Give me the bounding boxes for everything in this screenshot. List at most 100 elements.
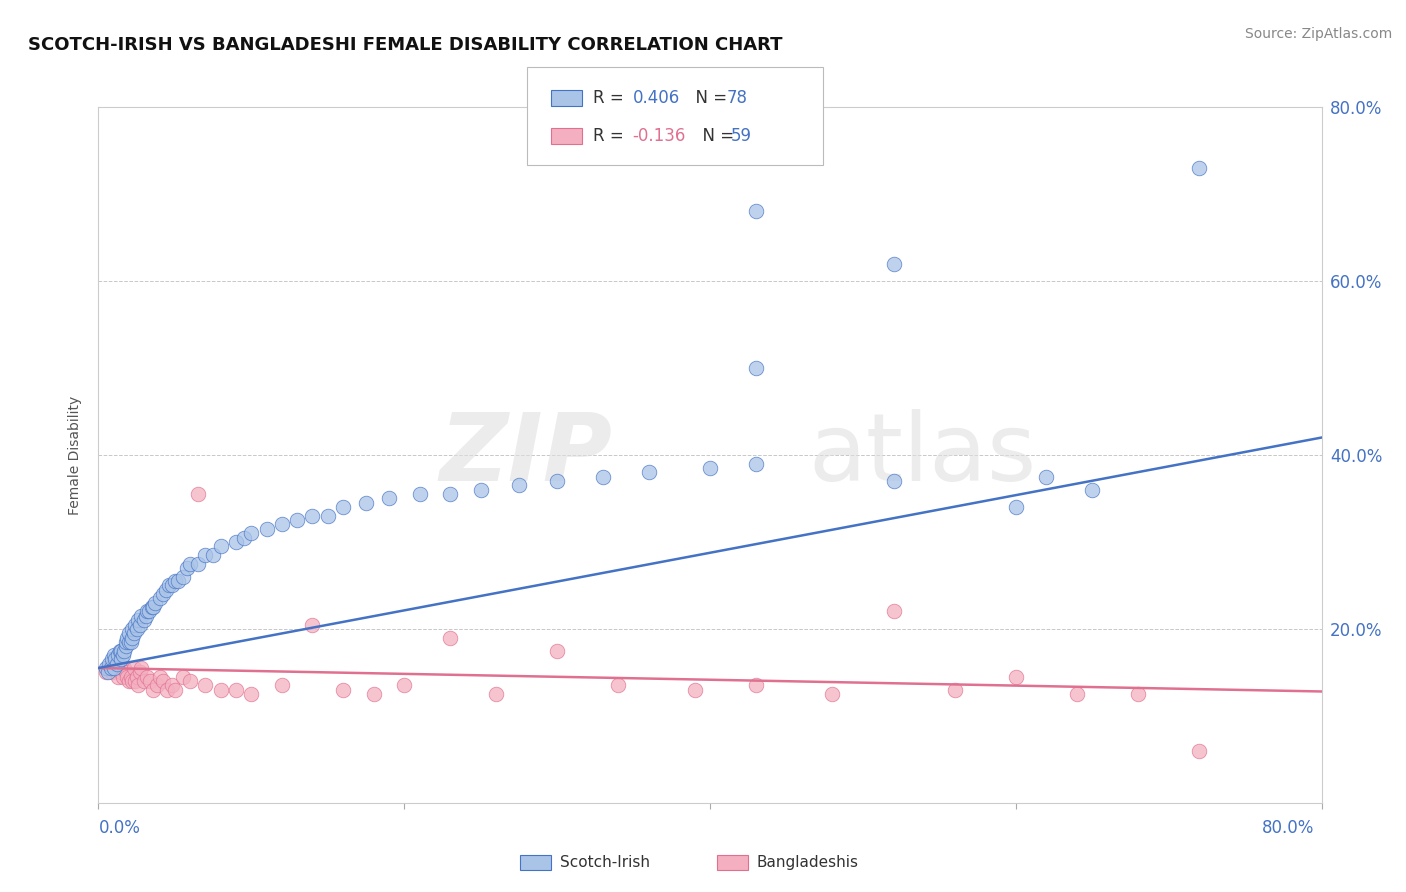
Point — [157, 578, 180, 592]
Point — [270, 517, 292, 532]
Point — [1188, 744, 1211, 758]
Point — [392, 678, 416, 692]
Point — [179, 674, 201, 689]
Point — [883, 605, 905, 619]
Text: 80.0%: 80.0% — [1263, 819, 1315, 837]
Point — [124, 617, 146, 632]
Point — [301, 617, 323, 632]
Point — [745, 204, 768, 219]
Text: 0.0%: 0.0% — [98, 819, 141, 837]
Point — [110, 643, 132, 657]
Point — [546, 474, 568, 488]
Point — [136, 605, 159, 619]
Point — [111, 648, 134, 662]
Point — [124, 674, 146, 689]
Point — [127, 678, 149, 692]
Point — [98, 657, 121, 671]
Point — [128, 665, 150, 680]
Point — [134, 674, 156, 689]
Point — [363, 687, 385, 701]
Point — [256, 522, 278, 536]
Point — [143, 596, 166, 610]
Point — [683, 682, 706, 697]
Point — [121, 622, 143, 636]
Point — [172, 670, 194, 684]
Point — [136, 670, 159, 684]
Point — [179, 557, 201, 571]
Point — [332, 682, 354, 697]
Point — [107, 670, 129, 684]
Point — [546, 643, 568, 657]
Point — [121, 674, 143, 689]
Point — [408, 487, 430, 501]
Point — [607, 678, 630, 692]
Point — [637, 466, 661, 480]
Point — [104, 652, 127, 666]
Point — [240, 526, 263, 541]
Point — [155, 582, 177, 597]
Point — [508, 478, 530, 492]
Text: 78: 78 — [727, 89, 748, 107]
Point — [115, 635, 138, 649]
Point — [354, 496, 377, 510]
Point — [120, 670, 142, 684]
Point — [149, 670, 172, 684]
Point — [194, 678, 217, 692]
Point — [117, 631, 139, 645]
Point — [105, 657, 128, 671]
Point — [1004, 500, 1026, 514]
Point — [1128, 687, 1150, 701]
Point — [149, 591, 172, 606]
Text: Bangladeshis: Bangladeshis — [756, 855, 859, 870]
Point — [1066, 687, 1088, 701]
Point — [141, 600, 163, 615]
Text: atlas: atlas — [808, 409, 1036, 501]
Point — [145, 678, 167, 692]
Point — [97, 665, 120, 680]
Text: SCOTCH-IRISH VS BANGLADESHI FEMALE DISABILITY CORRELATION CHART: SCOTCH-IRISH VS BANGLADESHI FEMALE DISAB… — [28, 36, 783, 54]
Point — [240, 687, 263, 701]
Point — [439, 487, 461, 501]
Point — [108, 661, 131, 675]
Point — [122, 661, 145, 675]
Point — [122, 626, 145, 640]
Point — [134, 613, 156, 627]
Point — [699, 461, 721, 475]
Point — [821, 687, 844, 701]
Point — [115, 665, 138, 680]
Point — [98, 661, 121, 675]
Point — [745, 678, 768, 692]
Point — [202, 548, 225, 562]
Point — [115, 639, 138, 653]
Point — [592, 469, 614, 483]
Point — [187, 557, 209, 571]
Text: Source: ZipAtlas.com: Source: ZipAtlas.com — [1244, 27, 1392, 41]
Point — [97, 661, 120, 675]
Y-axis label: Female Disability: Female Disability — [69, 395, 83, 515]
Point — [121, 631, 143, 645]
Point — [129, 661, 152, 675]
Point — [167, 574, 190, 588]
Point — [163, 574, 186, 588]
Point — [129, 608, 152, 623]
Point — [125, 622, 148, 636]
Point — [100, 661, 122, 675]
Point — [470, 483, 492, 497]
Point — [1035, 469, 1057, 483]
Point — [378, 491, 401, 506]
Point — [156, 682, 179, 697]
Point — [225, 682, 247, 697]
Text: N =: N = — [685, 89, 733, 107]
Point — [225, 534, 247, 549]
Point — [127, 613, 149, 627]
Point — [108, 643, 131, 657]
Point — [316, 508, 339, 523]
Point — [883, 474, 905, 488]
Point — [160, 678, 183, 692]
Point — [176, 561, 198, 575]
Text: Scotch-Irish: Scotch-Irish — [560, 855, 650, 870]
Point — [105, 657, 128, 671]
Point — [135, 608, 157, 623]
Point — [110, 665, 132, 680]
Text: -0.136: -0.136 — [633, 127, 686, 145]
